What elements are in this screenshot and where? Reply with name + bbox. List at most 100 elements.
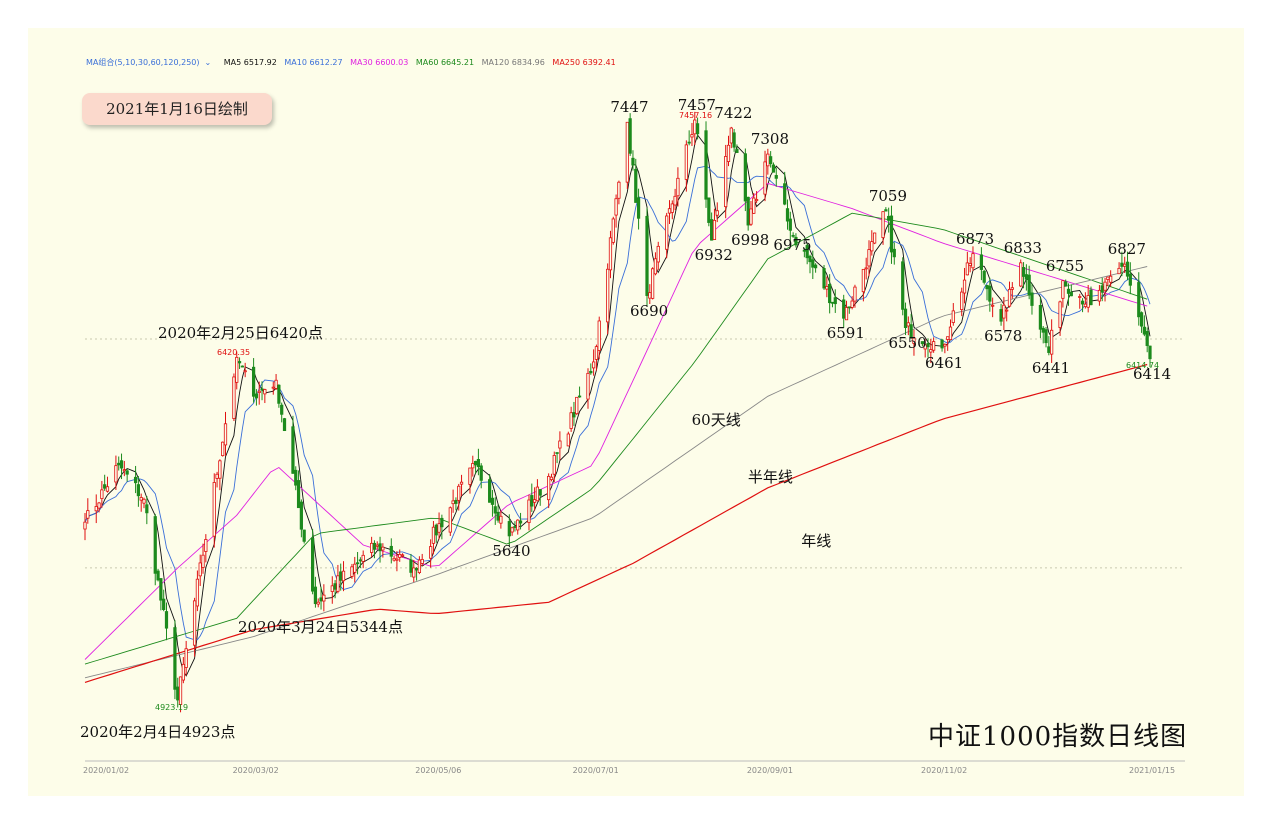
candle-body	[1137, 282, 1141, 318]
candle-body	[1123, 263, 1127, 267]
candle-body	[473, 460, 478, 466]
candle-body	[1103, 281, 1107, 291]
candle-body	[811, 259, 815, 268]
chevron-down-icon[interactable]: ⌄	[204, 58, 212, 67]
candle-body	[232, 376, 236, 419]
candle-body	[1125, 261, 1130, 277]
candle-body	[842, 299, 846, 319]
candle-body	[606, 268, 610, 323]
candle-body	[381, 546, 385, 551]
price-annotation: 6690	[630, 301, 669, 320]
candle-body	[538, 489, 542, 496]
candle-body	[631, 157, 635, 166]
candle-body	[1005, 309, 1009, 312]
candle-body	[884, 209, 888, 212]
candle-body	[979, 254, 984, 270]
candle-body	[1002, 304, 1006, 319]
legend-ma10: MA10 6612.27	[284, 58, 343, 67]
candle-body	[985, 284, 989, 290]
candle-body	[1010, 287, 1014, 290]
candle-body	[892, 248, 896, 258]
candle-body	[181, 663, 185, 681]
candle-body	[710, 219, 714, 241]
candle-body	[1038, 304, 1043, 330]
candle-body	[813, 264, 818, 269]
price-annotation: 7457	[677, 96, 716, 114]
candle-body	[431, 526, 436, 544]
candle-body	[204, 539, 208, 552]
candle-body	[378, 543, 382, 552]
candle-body	[552, 455, 556, 475]
candle-body	[555, 452, 559, 454]
candle-body	[547, 475, 551, 501]
legend-ma120: MA120 6834.96	[481, 58, 545, 67]
candle-body	[1047, 346, 1051, 353]
candle-body	[459, 481, 464, 485]
candle-body	[783, 183, 787, 205]
candle-body	[769, 156, 773, 165]
candle-body	[864, 267, 868, 270]
candle-body	[119, 460, 124, 469]
candle-body	[1089, 289, 1093, 306]
candle-body	[530, 495, 534, 507]
candle-body	[572, 412, 576, 418]
candle-body	[1007, 288, 1012, 307]
candle-body	[412, 567, 416, 578]
candle-body	[434, 524, 438, 536]
candle-body	[665, 215, 669, 250]
candle-body	[319, 597, 323, 602]
candle-body	[142, 498, 146, 504]
candle-body	[614, 198, 618, 216]
candle-body	[754, 199, 759, 202]
candle-body	[201, 554, 205, 568]
candle-body	[176, 686, 180, 701]
candle-body	[122, 469, 126, 472]
candle-body	[1080, 300, 1085, 305]
x-tick-label: 2020/01/02	[83, 766, 130, 775]
price-annotation: 6755	[1045, 256, 1085, 275]
candle-body	[991, 304, 995, 307]
candle-body	[527, 499, 531, 523]
chart-note: 2020年2月4日4923点	[80, 723, 236, 741]
candle-body	[1021, 267, 1026, 277]
candle-body	[589, 370, 593, 374]
ma-combo-selector[interactable]: MA组合(5,10,30,60,120,250) ⌄	[86, 58, 212, 67]
drawn-date-badge: 2021年1月16日绘制	[82, 93, 272, 125]
ma-legend: MA组合(5,10,30,60,120,250) ⌄ MA5 6517.92 MA…	[86, 57, 621, 68]
candle-body	[510, 527, 514, 533]
price-annotation: 6591	[826, 324, 865, 343]
candle-body	[479, 465, 483, 481]
candle-body	[988, 285, 992, 302]
candle-body	[490, 497, 495, 505]
price-annotation: 6461	[925, 353, 964, 372]
price-annotation: 6873	[955, 229, 995, 248]
candle-body	[743, 153, 747, 202]
candle-body	[496, 511, 500, 521]
candle-body	[299, 501, 303, 530]
candle-body	[156, 570, 160, 581]
candle-body	[164, 611, 169, 629]
candle-body	[617, 181, 621, 199]
candle-body	[257, 390, 261, 393]
candle-body	[532, 499, 537, 503]
price-annotation: 6414	[1133, 364, 1172, 383]
chart-note: 2020年2月25日6420点	[158, 324, 323, 342]
candle-body	[277, 384, 281, 404]
candle-body	[1061, 280, 1065, 299]
candle-body	[198, 562, 202, 577]
candle-body	[535, 486, 540, 502]
candle-body	[448, 507, 452, 533]
candle-body	[830, 301, 835, 304]
price-annotation: 7422	[714, 104, 753, 122]
x-tick-label: 2020/05/06	[415, 766, 462, 775]
candle-body	[322, 594, 326, 602]
drawn-date-label: 2021年1月16日绘制	[106, 100, 248, 118]
candle-body	[791, 234, 795, 237]
price-annotation: 6833	[1003, 238, 1042, 257]
candle-body	[192, 600, 197, 646]
candle-body	[1041, 327, 1045, 333]
candle-body	[999, 309, 1003, 322]
legend-ma30: MA30 6600.03	[350, 58, 409, 67]
candle-body	[271, 386, 275, 389]
price-annotation: 6550	[888, 333, 927, 352]
